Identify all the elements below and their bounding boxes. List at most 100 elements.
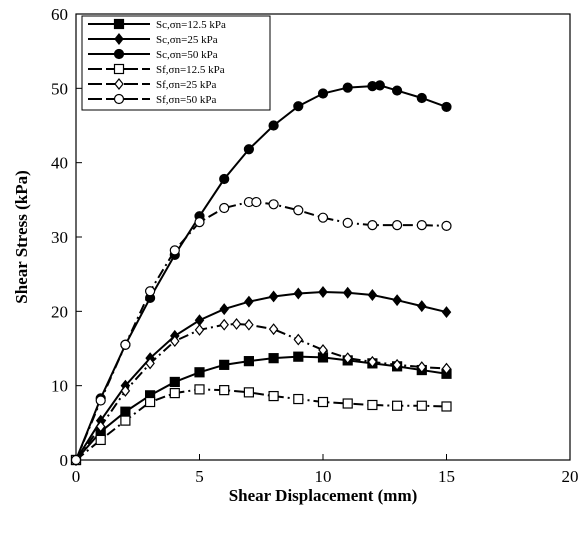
x-tick-label: 15 xyxy=(438,467,455,486)
y-tick-label: 50 xyxy=(51,79,68,98)
legend-marker xyxy=(115,20,124,29)
data-point xyxy=(368,221,377,230)
data-point xyxy=(368,400,377,409)
legend-marker xyxy=(115,50,124,59)
data-point xyxy=(343,83,352,92)
data-point xyxy=(343,399,352,408)
data-point xyxy=(294,352,303,361)
legend-label: Sf,σn=25 kPa xyxy=(156,79,217,91)
data-point xyxy=(417,401,426,410)
data-point xyxy=(170,246,179,255)
data-point xyxy=(319,398,328,407)
data-point xyxy=(393,221,402,230)
data-point xyxy=(252,198,261,207)
data-point xyxy=(443,307,451,317)
series-2 xyxy=(72,287,451,465)
legend-label: Sc,σn=25 kPa xyxy=(156,34,218,46)
data-point xyxy=(269,392,278,401)
data-point xyxy=(343,218,352,227)
data-point xyxy=(196,325,204,335)
legend-marker xyxy=(115,65,124,74)
series-line xyxy=(76,324,447,460)
data-point xyxy=(393,295,401,305)
series-layer xyxy=(72,81,452,465)
data-point xyxy=(442,102,451,111)
legend-label: Sf,σn=50 kPa xyxy=(156,94,217,106)
data-point xyxy=(319,89,328,98)
data-point xyxy=(375,81,384,90)
y-tick-label: 10 xyxy=(51,377,68,396)
series-line xyxy=(76,389,447,460)
data-point xyxy=(96,435,105,444)
y-axis-title: Shear Stress (kPa) xyxy=(12,170,31,304)
series-line xyxy=(76,202,447,460)
y-tick-label: 0 xyxy=(60,451,69,470)
legend-marker xyxy=(115,95,124,104)
x-tick-label: 20 xyxy=(562,467,579,486)
series-line xyxy=(76,85,447,460)
y-tick-label: 30 xyxy=(51,228,68,247)
series-5 xyxy=(72,319,451,465)
data-point xyxy=(294,335,302,345)
data-point xyxy=(220,320,228,330)
legend-label: Sf,σn=12.5 kPa xyxy=(156,64,225,76)
data-point xyxy=(121,340,130,349)
legend-label: Sc,σn=12.5 kPa xyxy=(156,19,226,31)
data-point xyxy=(220,386,229,395)
data-point xyxy=(270,291,278,301)
series-line xyxy=(76,292,447,460)
data-point xyxy=(294,395,303,404)
series-4 xyxy=(72,385,452,465)
data-point xyxy=(417,221,426,230)
data-point xyxy=(220,360,229,369)
x-axis-title: Shear Displacement (mm) xyxy=(229,486,418,505)
data-point xyxy=(344,288,352,298)
data-point xyxy=(220,304,228,314)
legend: Sc,σn=12.5 kPa Sc,σn=25 kPa Sc,σn=50 kPa Sf… xyxy=(82,16,270,110)
data-point xyxy=(417,93,426,102)
data-point xyxy=(244,357,253,366)
data-point xyxy=(442,221,451,230)
data-point xyxy=(146,287,155,296)
data-point xyxy=(244,145,253,154)
x-tick-label: 0 xyxy=(72,467,81,486)
data-point xyxy=(319,287,327,297)
data-point xyxy=(393,401,402,410)
data-point xyxy=(245,297,253,307)
series-line xyxy=(76,357,447,460)
data-point xyxy=(294,102,303,111)
x-tick-label: 5 xyxy=(195,467,204,486)
data-point xyxy=(121,407,130,416)
data-point xyxy=(269,200,278,209)
data-point xyxy=(196,315,204,325)
data-point xyxy=(393,86,402,95)
x-tick-label: 10 xyxy=(315,467,332,486)
data-point xyxy=(319,213,328,222)
data-point xyxy=(220,204,229,213)
data-point xyxy=(294,206,303,215)
data-point xyxy=(170,389,179,398)
data-point xyxy=(269,354,278,363)
y-tick-label: 60 xyxy=(51,5,68,24)
data-point xyxy=(121,416,130,425)
data-point xyxy=(442,402,451,411)
data-point xyxy=(195,218,204,227)
legend-label: Sc,σn=50 kPa xyxy=(156,49,218,61)
data-point xyxy=(146,398,155,407)
data-point xyxy=(269,121,278,130)
data-point xyxy=(195,385,204,394)
y-tick-label: 40 xyxy=(51,154,68,173)
y-tick-label: 20 xyxy=(51,302,68,321)
data-point xyxy=(170,377,179,386)
data-point xyxy=(72,456,81,465)
data-point xyxy=(368,290,376,300)
data-point xyxy=(233,319,241,329)
data-point xyxy=(244,388,253,397)
data-point xyxy=(418,301,426,311)
data-point xyxy=(195,368,204,377)
data-point xyxy=(245,320,253,330)
data-point xyxy=(96,396,105,405)
data-point xyxy=(294,288,302,298)
data-point xyxy=(270,324,278,334)
